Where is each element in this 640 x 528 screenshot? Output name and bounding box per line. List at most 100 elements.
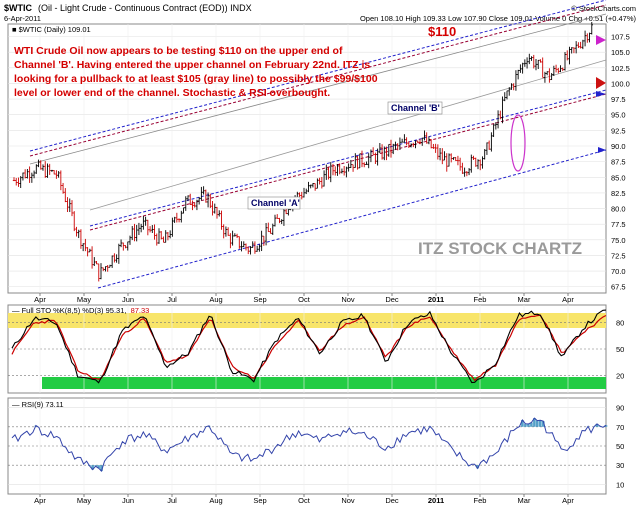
price-x-axis-tick-label: Oct: [298, 295, 311, 304]
annotation-line-1: WTI Crude Oil now appears to be testing …: [14, 45, 343, 57]
bottom-x-axis-tick-label: Jul: [167, 496, 177, 505]
header-ohlc: Open 108.10 High 109.33 Low 107.90 Close…: [360, 14, 637, 23]
magenta-arrow-icon: [596, 35, 606, 45]
sto-legend: — Full STO %K(8,5) %D(3) 95.31, 87.33: [12, 306, 149, 315]
channel-a-upper-line: [29, 0, 607, 152]
price-x-axis-tick-label: Sep: [253, 295, 266, 304]
price-axis-ticks: 107.5 105.0 102.5 100.0 97.5 95.0 92.5 90.0 87.5…: [611, 33, 630, 292]
channel-a-label-box: [247, 196, 301, 210]
symbol: $WTIC: [4, 3, 32, 13]
price-legend: ■ $WTIC (Daily) 109.01: [12, 25, 91, 34]
price-tick-label: 87.5: [611, 158, 626, 167]
red-arrow-icon: [596, 77, 606, 89]
channel-b-label: Channel 'B': [387, 101, 443, 115]
header-date: 6-Apr-2011: [4, 14, 41, 23]
sto-overbought-band: [8, 313, 606, 328]
channel-a-lower-line: [97, 149, 607, 289]
price-tick-label: 85.0: [611, 173, 626, 182]
blue-arrow-lower-icon: [598, 147, 606, 153]
annotation-text: WTI Crude Oil now appears to be testing …: [14, 45, 378, 99]
sto-legend-value: 87.33: [131, 306, 150, 315]
bottom-x-axis-tick-label: Nov: [341, 496, 355, 505]
bottom-x-axis-tick-label: Sep: [253, 496, 266, 505]
channel-a-label-text: Channel 'A': [251, 198, 300, 208]
rsi-gridlines: [8, 398, 606, 494]
symbol-description: (Oil - Light Crude - Continuous Contract…: [38, 3, 252, 13]
bottom-x-axis-tick-label: 2011: [428, 496, 444, 505]
bottom-x-axis-tick-label: Apr: [34, 496, 46, 505]
price-x-axis: Apr May Jun Jul Aug Sep Oct Nov Dec 2011 Feb Mar Apr: [34, 293, 574, 304]
channel-a-middle-line: [89, 89, 607, 227]
price-tick-label: 107.5: [611, 33, 630, 42]
bottom-x-axis-tick-label: Aug: [209, 496, 222, 505]
brand-watermark: ITZ STOCK CHARTZ: [418, 239, 582, 258]
price-series: [12, 22, 593, 282]
rsi-tick-label: 10: [616, 480, 624, 489]
rsi-tick-label: 50: [616, 442, 624, 451]
sto-tick-label: 80: [616, 319, 624, 328]
channel-a-label: Channel 'A': [247, 196, 301, 210]
channel-lines: [29, 0, 607, 289]
price-tick-label: 77.5: [611, 220, 626, 229]
annotation-line-4: level or lower end of the channel. Stoch…: [14, 87, 330, 99]
price-tick-label: 90.0: [611, 142, 626, 151]
price-x-axis-tick-label: May: [77, 295, 91, 304]
stochastic-panel: 80 50 20 — Full STO %K(8,5) %D(3) 95.31, 8…: [7, 304, 624, 394]
sto-tick-label: 50: [616, 345, 624, 354]
price-tick-label: 95.0: [611, 111, 626, 120]
price-tick-label: 75.0: [611, 236, 626, 245]
rsi-line: [11, 417, 607, 473]
sto-oversold-band: [42, 377, 606, 389]
price-panel: 107.5 105.0 102.5 100.0 97.5 95.0 92.5 90.0 87.5…: [7, 0, 630, 294]
annotation-line-3: looking for a pullback to at least $105 …: [14, 73, 378, 85]
price-panel-frame: [7, 23, 607, 294]
price-tick-label: 105.0: [611, 48, 630, 57]
bottom-x-axis-tick-label: Mar: [518, 496, 531, 505]
price-x-axis-tick-label: Mar: [518, 295, 531, 304]
price-x-axis-tick-label: Jul: [167, 295, 177, 304]
sto-k-line: [11, 309, 607, 384]
rsi-panel-frame: [7, 397, 607, 495]
rsi-panel: 90 70 50 30 10 — RSI(9) 73.11: [7, 397, 624, 495]
channel-b-upper-line: [29, 4, 607, 157]
annotation-line-2: Channel 'B'. Having entered the upper ch…: [14, 59, 370, 71]
gray-trend-line: [89, 59, 607, 211]
channel-b-label-text: Channel 'B': [391, 103, 440, 113]
price-x-axis-tick-label: Nov: [341, 295, 355, 304]
blue-arrow-icon: [596, 91, 606, 97]
price-tick-label: 72.5: [611, 251, 626, 260]
price-x-axis-tick-label: Dec: [385, 295, 399, 304]
price-tick-label: 102.5: [611, 64, 630, 73]
bottom-x-axis-tick-label: Jun: [122, 496, 134, 505]
price-tick-label: 100.0: [611, 79, 630, 88]
price-tick-label: 80.0: [611, 205, 626, 214]
bottom-x-axis-tick-label: Dec: [385, 496, 399, 505]
price-x-axis-tick-label: Jun: [122, 295, 134, 304]
price-x-axis-tick-label: Feb: [474, 295, 487, 304]
rsi-legend: — RSI(9) 73.11: [12, 400, 64, 409]
price-x-axis-tick-label: 2011: [428, 295, 444, 304]
bottom-x-axis-tick-label: Feb: [474, 496, 487, 505]
channel-b-lower-line: [89, 93, 607, 231]
sto-axis-ticks: 80 50 20: [616, 319, 624, 381]
sto-legend-prefix: — Full STO %K(8,5) %D(3) 95.31,: [12, 306, 126, 315]
price-tick-label: 70.0: [611, 267, 626, 276]
bottom-x-axis-tick-label: May: [77, 496, 91, 505]
price-x-axis-tick-label: Apr: [34, 295, 46, 304]
price-tick-label: 67.5: [611, 283, 626, 292]
bottom-x-axis-tick-label: Apr: [562, 496, 574, 505]
mid-trend-line: [29, 13, 607, 165]
rsi-tick-label: 70: [616, 423, 624, 432]
price-x-axis-tick-label: Aug: [209, 295, 222, 304]
rsi-tick-label: 30: [616, 461, 624, 470]
rsi-axis-ticks: 90 70 50 30 10: [616, 404, 624, 490]
bottom-x-axis-tick-label: Oct: [298, 496, 311, 505]
sto-gridlines: [8, 305, 606, 393]
price-tick-label: 92.5: [611, 126, 626, 135]
sto-tick-label: 20: [616, 371, 624, 380]
stockcharts-watermark: © StockCharts.com: [571, 4, 636, 13]
price-target-label: $110: [428, 24, 456, 39]
price-tick-label: 82.5: [611, 189, 626, 198]
